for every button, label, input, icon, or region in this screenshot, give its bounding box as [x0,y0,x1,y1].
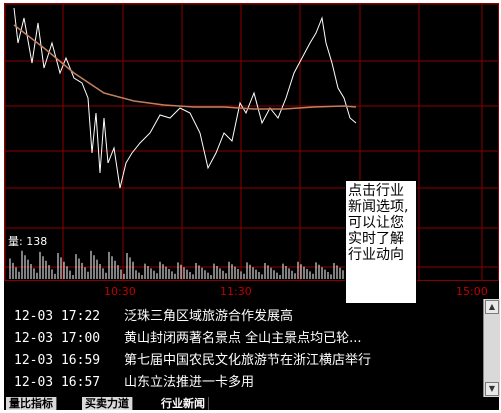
average-price-line [13,24,357,110]
tab-buy-sell-power[interactable]: 买卖力道 [82,397,133,410]
news-datetime: 12-03 17:00 [14,331,101,346]
news-scrollbar[interactable]: ▲ ▼ [483,299,500,397]
news-title: 第七届中国农民文化旅游节在浙江横店举行 [124,353,372,368]
news-title: 山东立法推进一卡多用 [124,375,255,390]
time-label-1130: 11:30 [220,285,252,298]
bottom-tab-bar: 量比指标 买卖力道 行业新闻 [4,397,499,410]
news-item[interactable]: 12-03 17:22 泛珠三角区域旅游合作发展高 [14,305,293,327]
news-item[interactable]: 12-03 17:00 黄山封闭两著名景点 全山主景点均已轮... [14,327,362,349]
news-item[interactable]: 12-03 16:59 第七届中国农民文化旅游节在浙江横店举行 [14,349,371,371]
volume-label: 量: 138 [8,235,48,248]
news-title: 泛珠三角区域旅游合作发展高 [124,309,294,324]
trading-window: 量: 138 10:30 11:30 15:00 12-03 17:22 泛珠三角… [4,3,500,410]
scroll-down-button[interactable]: ▼ [485,382,499,396]
news-title: 黄山封闭两著名景点 全山主景点均已轮... [124,331,362,346]
triangle-up-icon: ▲ [488,302,496,311]
help-tooltip: 点击行业新闻选项,可以让您实时了解行业动向 [345,180,417,304]
tab-industry-news[interactable]: 行业新闻 [158,397,209,410]
tab-volume-ratio[interactable]: 量比指标 [6,397,57,410]
news-datetime: 12-03 16:59 [14,353,101,368]
news-datetime: 12-03 16:57 [14,375,101,390]
time-label-1030: 10:30 [104,285,136,298]
scroll-up-button[interactable]: ▲ [485,300,499,314]
news-list: 12-03 17:22 泛珠三角区域旅游合作发展高 12-03 17:00 黄山封闭… [4,299,482,397]
price-line [13,7,357,189]
intraday-chart [4,3,499,281]
time-label-1500: 15:00 [456,285,488,298]
news-datetime: 12-03 17:22 [14,309,101,324]
news-item[interactable]: 12-03 16:57 山东立法推进一卡多用 [14,371,254,393]
chart-border [4,3,499,281]
triangle-down-icon: ▼ [488,384,496,393]
